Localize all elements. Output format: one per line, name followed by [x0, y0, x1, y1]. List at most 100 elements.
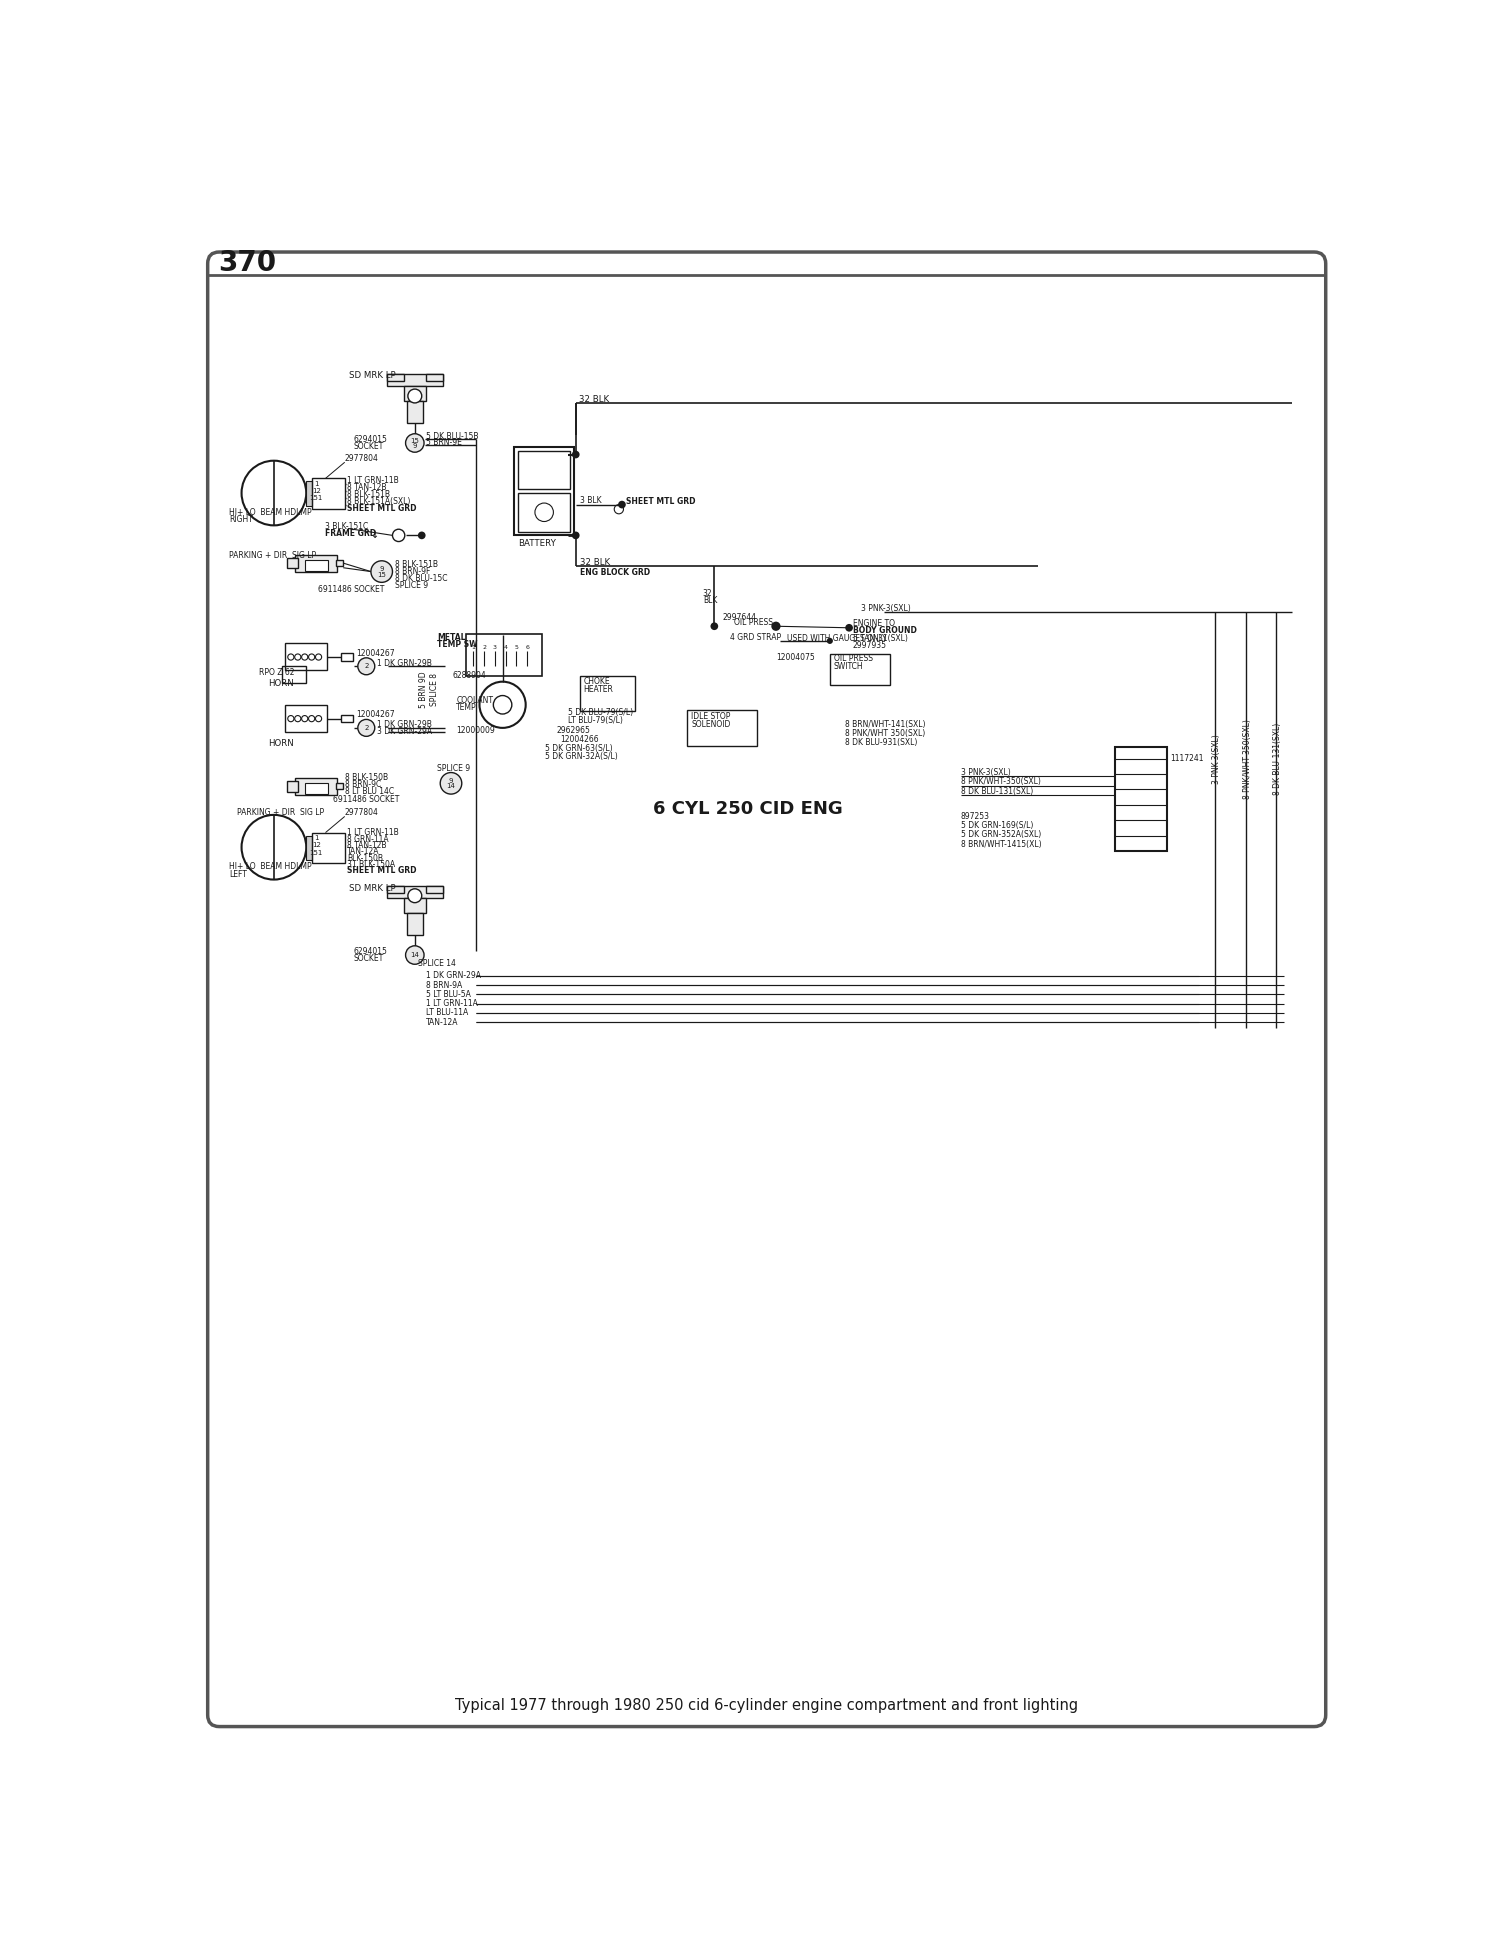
Text: 8 BLK-151B: 8 BLK-151B [347, 490, 390, 500]
Text: ENG BLOCK GRD: ENG BLOCK GRD [579, 568, 649, 576]
Bar [830, 654, 890, 686]
Text: 1 LT GRN-11B: 1 LT GRN-11B [347, 829, 399, 836]
Circle shape [827, 639, 833, 645]
Circle shape [405, 433, 423, 453]
Text: HORN: HORN [268, 739, 293, 748]
Text: 6: 6 [525, 645, 530, 650]
Text: 2: 2 [482, 645, 486, 650]
Bar [467, 635, 542, 676]
Text: 1: 1 [471, 645, 476, 650]
Text: 32 BLK: 32 BLK [579, 394, 609, 404]
Bar [287, 782, 298, 791]
Text: 8 BRN-9A: 8 BRN-9A [425, 981, 462, 989]
Text: 12004267: 12004267 [356, 648, 395, 658]
Text: 6911486 SOCKET: 6911486 SOCKET [334, 795, 399, 803]
Circle shape [440, 772, 462, 793]
Text: 3 BLK: 3 BLK [579, 496, 601, 505]
Text: 5 DK GRN-32A(S/L): 5 DK GRN-32A(S/L) [545, 752, 618, 760]
Text: 14: 14 [410, 952, 419, 958]
Bar [284, 705, 328, 733]
Bar [515, 447, 574, 535]
Text: 2: 2 [364, 725, 368, 731]
Text: 1: 1 [314, 480, 319, 486]
Text: TAN-12A: TAN-12A [347, 848, 380, 856]
Text: 12004266: 12004266 [561, 735, 598, 744]
Text: FRAME GRD: FRAME GRD [326, 529, 377, 537]
Text: SHEET MTL GRD: SHEET MTL GRD [347, 503, 416, 513]
Text: TEMP: TEMP [456, 703, 477, 713]
Text: CHOKE: CHOKE [583, 678, 610, 686]
Text: 8 BRN/WHT-1415(XL): 8 BRN/WHT-1415(XL) [960, 840, 1041, 848]
Text: 6294015: 6294015 [355, 435, 387, 445]
Text: 8 BRN-9C: 8 BRN-9C [344, 780, 381, 789]
Text: 5 BRN-9E: 5 BRN-9E [426, 439, 462, 447]
Text: 1: 1 [314, 835, 319, 840]
Circle shape [408, 390, 422, 404]
Text: 8 DK BLU-131(SXL): 8 DK BLU-131(SXL) [960, 786, 1034, 795]
Text: 8 BLK-151A(SXL): 8 BLK-151A(SXL) [347, 498, 410, 505]
Bar [404, 897, 425, 913]
Text: BATTERY: BATTERY [518, 539, 557, 549]
Bar [518, 494, 570, 531]
Text: 32: 32 [703, 588, 712, 597]
Bar [518, 451, 570, 490]
Circle shape [405, 946, 423, 964]
Text: 3 DK GRN-29A: 3 DK GRN-29A [377, 727, 432, 737]
Circle shape [371, 560, 392, 582]
Text: 9: 9 [413, 443, 417, 449]
Text: 5 BRN 9D: 5 BRN 9D [419, 672, 428, 707]
Text: 5 TAN-31(SXL): 5 TAN-31(SXL) [853, 635, 908, 643]
Bar [341, 652, 353, 660]
Text: COOLANT: COOLANT [456, 695, 494, 705]
Text: 5 DK GRN-169(S/L): 5 DK GRN-169(S/L) [960, 821, 1034, 831]
Text: SHEET MTL GRD: SHEET MTL GRD [625, 498, 696, 505]
Text: 151: 151 [310, 850, 323, 856]
Text: 3 PNK-3(SXL): 3 PNK-3(SXL) [960, 768, 1010, 778]
Circle shape [571, 451, 579, 458]
Text: TAN-12A: TAN-12A [425, 1017, 458, 1027]
Text: SPLICE 8: SPLICE 8 [431, 672, 440, 705]
Bar [1115, 746, 1167, 850]
Bar [305, 784, 328, 793]
Bar [387, 885, 443, 897]
Text: 5 LT BLU-5A: 5 LT BLU-5A [425, 989, 470, 999]
Text: OIL PRESS: OIL PRESS [833, 654, 872, 662]
Bar [305, 560, 328, 570]
Circle shape [845, 623, 853, 631]
Text: RIGHT: RIGHT [229, 515, 253, 525]
Text: 8 BLK-151B: 8 BLK-151B [395, 560, 438, 570]
Text: LT BLU-11A: LT BLU-11A [425, 1009, 468, 1017]
Text: 8 TAN-12B: 8 TAN-12B [347, 840, 386, 850]
Text: 8 DK BLU-131(SXL): 8 DK BLU-131(SXL) [1273, 723, 1282, 795]
Text: 8 PNK/WHT 350(SXL): 8 PNK/WHT 350(SXL) [845, 729, 926, 739]
Text: 8 GRN-11A: 8 GRN-11A [347, 835, 389, 844]
Bar [687, 711, 757, 746]
Text: 9: 9 [380, 566, 384, 572]
Bar [387, 374, 404, 382]
Text: 14: 14 [447, 784, 455, 789]
Circle shape [358, 719, 375, 737]
Text: 5 DK BLU-79(S/L): 5 DK BLU-79(S/L) [568, 707, 633, 717]
Text: 6911486 SOCKET: 6911486 SOCKET [317, 586, 384, 594]
Text: ENGINE TO: ENGINE TO [853, 619, 895, 629]
Circle shape [417, 531, 425, 539]
Bar [387, 885, 404, 893]
Text: SOCKET: SOCKET [355, 954, 384, 962]
Text: SPLICE 9: SPLICE 9 [395, 582, 428, 590]
Text: USED WITH GAUGES ONLY: USED WITH GAUGES ONLY [787, 635, 887, 643]
Text: 5: 5 [515, 645, 519, 650]
Bar [341, 715, 353, 723]
Text: 6288904: 6288904 [453, 672, 486, 680]
Text: SOLENOID: SOLENOID [691, 719, 730, 729]
Text: SD MRK LP: SD MRK LP [349, 884, 395, 893]
Text: 3 PNK-3(SXL): 3 PNK-3(SXL) [860, 603, 911, 613]
Text: Typical 1977 through 1980 250 cid 6-cylinder engine compartment and front lighti: Typical 1977 through 1980 250 cid 6-cyli… [455, 1698, 1079, 1714]
Text: 3 BLK-151C: 3 BLK-151C [326, 521, 368, 531]
Text: 8 LT BLU 14C: 8 LT BLU 14C [344, 786, 393, 795]
Text: LT BLU-79(S/L): LT BLU-79(S/L) [568, 715, 622, 725]
Text: 6 CYL 250 CID ENG: 6 CYL 250 CID ENG [652, 799, 842, 817]
Bar [307, 482, 313, 505]
Text: 2962965: 2962965 [557, 725, 591, 735]
Text: 5 DK BLU-15B: 5 DK BLU-15B [426, 431, 479, 441]
Text: 1 DK GRN-29A: 1 DK GRN-29A [425, 972, 480, 980]
